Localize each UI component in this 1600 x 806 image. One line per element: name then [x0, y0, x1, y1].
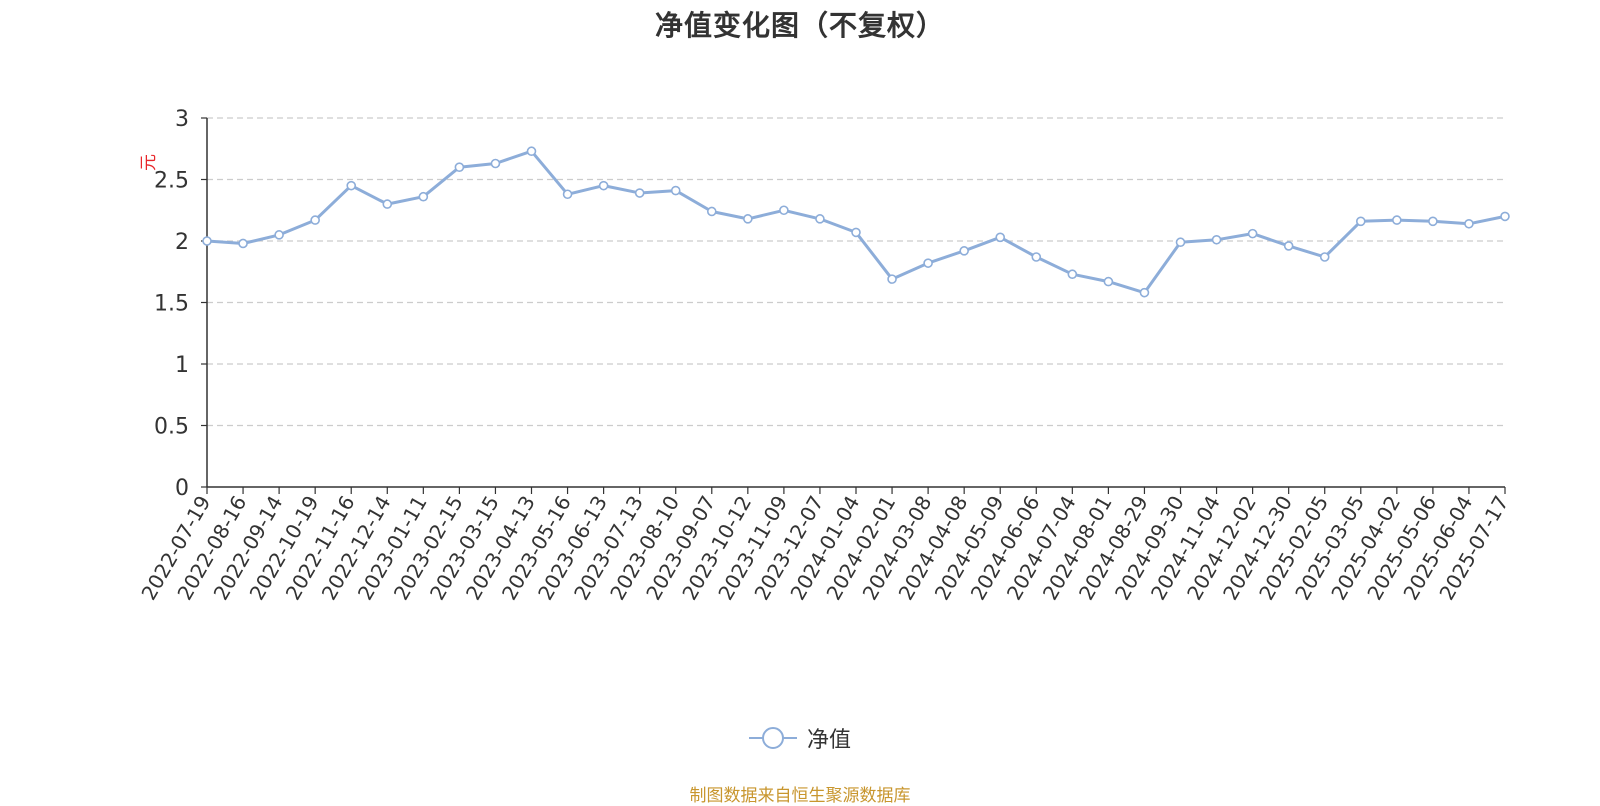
data-point[interactable]: [1175, 237, 1186, 248]
y-tick-label: 2.5: [154, 169, 189, 194]
data-point[interactable]: [1392, 215, 1402, 225]
data-point[interactable]: [1464, 218, 1474, 229]
data-point[interactable]: [490, 158, 501, 169]
data-point[interactable]: [1283, 241, 1294, 251]
data-points: [202, 146, 1510, 298]
data-point[interactable]: [706, 206, 717, 217]
data-point[interactable]: [670, 185, 681, 196]
data-point[interactable]: [1211, 234, 1222, 245]
data-point[interactable]: [995, 232, 1006, 243]
data-point[interactable]: [418, 191, 429, 202]
y-tick-label: 0.5: [154, 415, 189, 440]
data-point[interactable]: [382, 199, 393, 209]
data-point[interactable]: [1031, 252, 1042, 262]
y-tick-label: 2: [175, 230, 189, 255]
data-point[interactable]: [851, 227, 861, 238]
series-netvalue: [205, 149, 1507, 295]
y-tick-label: 3: [175, 107, 189, 132]
y-tick-labels: 0 0.5 1 1.5 2 2.5 3: [154, 107, 189, 501]
data-point[interactable]: [1103, 276, 1114, 287]
data-point[interactable]: [346, 180, 357, 191]
data-point[interactable]: [1319, 252, 1330, 262]
data-point[interactable]: [887, 274, 897, 284]
series-line-netvalue: [205, 149, 1507, 295]
data-point[interactable]: [959, 246, 969, 256]
data-point[interactable]: [634, 188, 645, 198]
data-point[interactable]: [779, 205, 789, 216]
data-point[interactable]: [526, 146, 537, 157]
axes: [201, 117, 1506, 494]
data-point[interactable]: [1139, 287, 1150, 298]
legend[interactable]: 净值: [0, 722, 1600, 754]
data-point[interactable]: [274, 230, 284, 240]
data-point[interactable]: [202, 236, 212, 246]
data-point[interactable]: [1067, 269, 1078, 280]
data-point[interactable]: [598, 180, 609, 191]
y-tick-label: 1: [175, 353, 189, 378]
y-tick-label: 0: [175, 476, 189, 501]
data-point[interactable]: [238, 238, 248, 249]
data-point[interactable]: [1355, 216, 1366, 227]
data-point[interactable]: [743, 214, 753, 224]
gridlines: [207, 117, 1505, 427]
data-point[interactable]: [454, 162, 465, 172]
data-point[interactable]: [1247, 228, 1258, 239]
chart-title: 净值变化图（不复权）: [654, 9, 945, 42]
data-point[interactable]: [1428, 216, 1438, 227]
x-tick-labels: 2022-07-192022-08-162022-09-142022-10-19…: [136, 491, 1513, 604]
data-point[interactable]: [562, 189, 573, 200]
data-point[interactable]: [923, 258, 933, 268]
data-point[interactable]: [815, 214, 825, 224]
legend-label-netvalue: 净值: [806, 728, 851, 753]
data-point[interactable]: [1500, 211, 1510, 222]
source-note: 制图数据来自恒生聚源数据库: [689, 786, 911, 806]
y-tick-label: 1.5: [154, 292, 189, 317]
data-point[interactable]: [310, 215, 320, 225]
legend-line-circle-icon: [748, 727, 797, 749]
